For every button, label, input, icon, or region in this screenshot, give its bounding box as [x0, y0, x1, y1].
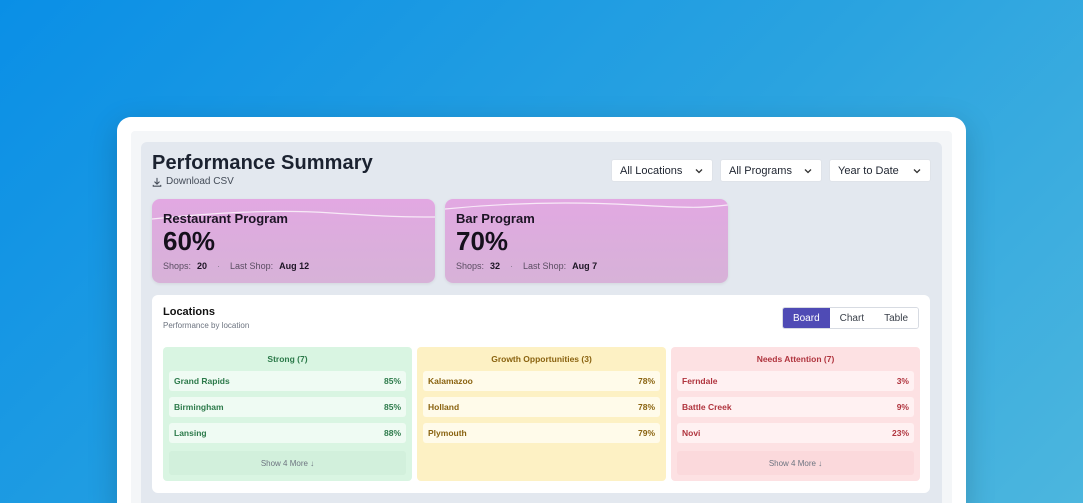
location-row[interactable]: Novi 23%: [677, 423, 914, 443]
location-row[interactable]: Grand Rapids 85%: [169, 371, 406, 391]
chevron-down-icon: [804, 168, 812, 173]
location-name: Battle Creek: [682, 402, 732, 412]
location-name: Holland: [428, 402, 460, 412]
download-csv-label: Download CSV: [166, 176, 234, 187]
shops-label: Shops:: [456, 261, 485, 271]
location-percent: 23%: [891, 428, 909, 438]
location-row[interactable]: Battle Creek 9%: [677, 397, 914, 417]
column-heading: Growth Opportunities (3): [491, 354, 592, 364]
locations-panel: Locations Performance by location Board …: [152, 295, 930, 493]
location-percent: 88%: [383, 428, 401, 438]
column-heading: Strong (7): [267, 354, 308, 364]
program-percent: 70%: [456, 226, 509, 256]
last-shop-label: Last Shop:: [230, 261, 274, 271]
dashboard: Performance Summary Download CSV All Loc…: [141, 142, 942, 503]
page-title: Performance Summary: [152, 152, 373, 174]
filter-bar: All Locations All Programs Year to Date: [611, 159, 931, 182]
date-range-select[interactable]: Year to Date: [829, 159, 931, 182]
column-heading: Needs Attention (7): [756, 354, 835, 364]
location-name: Birmingham: [174, 402, 224, 412]
program-percent: 60%: [163, 226, 216, 256]
show-more-button[interactable]: Show 4 More ↓: [169, 451, 406, 475]
locations-subtitle: Performance by location: [163, 321, 250, 330]
locations-select-value: All Locations: [620, 164, 683, 177]
view-toggle: Board Chart Table: [781, 307, 919, 329]
location-percent: 85%: [383, 402, 401, 412]
view-chart-button[interactable]: Chart: [829, 308, 875, 328]
shops-label: Shops:: [163, 261, 192, 271]
locations-title: Locations: [163, 306, 215, 318]
location-row[interactable]: Birmingham 85%: [169, 397, 406, 417]
last-shop-label: Last Shop:: [523, 261, 567, 271]
column-growth-opportunities: Growth Opportunities (3) Kalamazoo 78% H…: [417, 347, 666, 481]
location-percent: 9%: [896, 402, 909, 412]
program-card-bar[interactable]: Bar Program 70% Shops: 32 · Last Shop: A…: [445, 199, 728, 283]
download-icon: [152, 177, 162, 187]
download-csv-link[interactable]: Download CSV: [152, 176, 234, 187]
program-meta: Shops: 32 · Last Shop: Aug 7: [456, 261, 597, 271]
chevron-down-icon: [913, 168, 921, 173]
program-name: Restaurant Program: [163, 211, 288, 226]
show-more-button[interactable]: Show 4 More ↓: [677, 451, 914, 475]
location-row[interactable]: Lansing 88%: [169, 423, 406, 443]
location-name: Novi: [682, 428, 701, 438]
view-table-button[interactable]: Table: [874, 308, 918, 328]
location-name: Plymouth: [428, 428, 467, 438]
view-board-button[interactable]: Board: [782, 308, 830, 328]
location-row[interactable]: Holland 78%: [423, 397, 660, 417]
program-meta: Shops: 20 · Last Shop: Aug 12: [163, 261, 309, 271]
location-name: Kalamazoo: [428, 376, 473, 386]
programs-select-value: All Programs: [729, 164, 792, 177]
programs-select[interactable]: All Programs: [720, 159, 822, 182]
location-percent: 79%: [637, 428, 655, 438]
last-shop-date: Aug 12: [279, 261, 310, 271]
shops-count: 32: [490, 261, 501, 271]
separator-dot: ·: [510, 261, 514, 271]
location-percent: 3%: [896, 376, 909, 386]
date-range-select-value: Year to Date: [838, 164, 899, 177]
device-frame: Performance Summary Download CSV All Loc…: [117, 117, 966, 503]
column-strong: Strong (7) Grand Rapids 85% Birmingham 8…: [163, 347, 412, 481]
locations-select[interactable]: All Locations: [611, 159, 713, 182]
last-shop-date: Aug 7: [572, 261, 598, 271]
location-row[interactable]: Plymouth 79%: [423, 423, 660, 443]
location-row[interactable]: Ferndale 3%: [677, 371, 914, 391]
program-card-restaurant[interactable]: Restaurant Program 60% Shops: 20 · Last …: [152, 199, 435, 283]
wave-decoration: [152, 210, 435, 220]
chevron-down-icon: [695, 168, 703, 173]
location-percent: 78%: [637, 376, 655, 386]
separator-dot: ·: [217, 261, 221, 271]
screen: Performance Summary Download CSV All Loc…: [131, 131, 952, 503]
program-name: Bar Program: [456, 211, 535, 226]
location-name: Lansing: [174, 428, 207, 438]
location-percent: 78%: [637, 402, 655, 412]
location-name: Grand Rapids: [174, 376, 230, 386]
location-row[interactable]: Kalamazoo 78%: [423, 371, 660, 391]
shops-count: 20: [197, 261, 208, 271]
location-name: Ferndale: [682, 376, 718, 386]
location-percent: 85%: [383, 376, 401, 386]
column-needs-attention: Needs Attention (7) Ferndale 3% Battle C…: [671, 347, 920, 481]
wave-decoration: [445, 202, 728, 210]
